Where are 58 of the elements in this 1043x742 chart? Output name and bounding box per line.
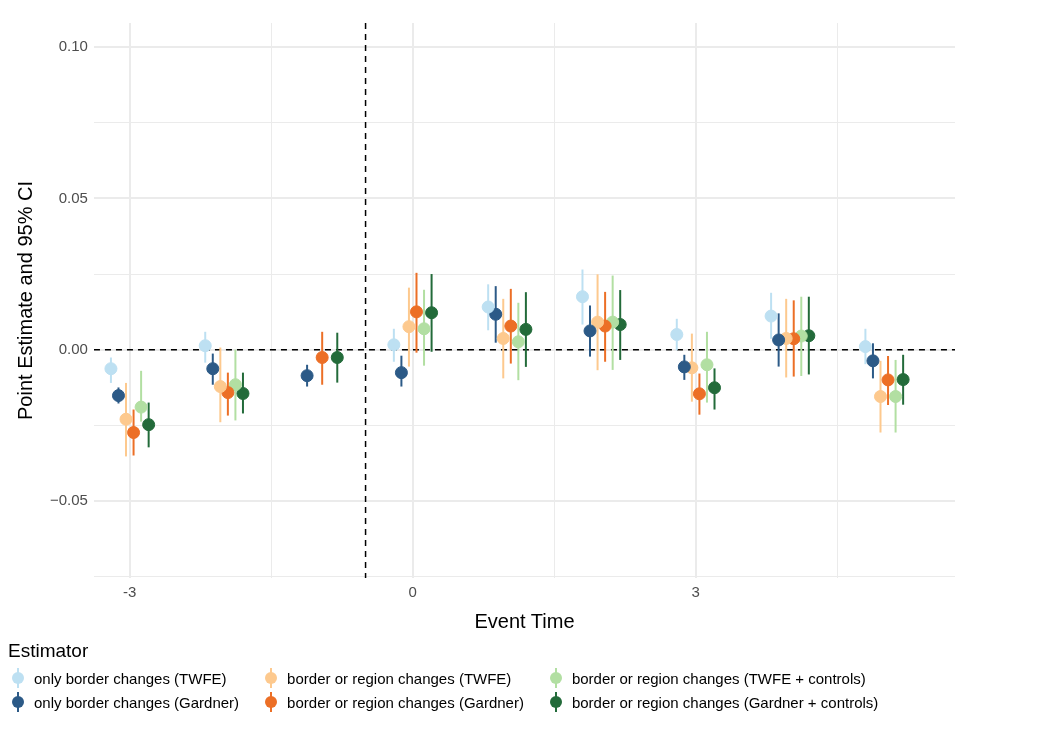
- point: [425, 306, 439, 320]
- point: [764, 309, 778, 323]
- x-tick-label: 0: [408, 583, 417, 601]
- point: [206, 362, 220, 376]
- y-tick-label: −0.05: [49, 491, 88, 509]
- point: [692, 387, 706, 401]
- point: [481, 300, 495, 314]
- point: [300, 369, 314, 383]
- legend-label: only border changes (TWFE): [34, 669, 227, 687]
- point: [134, 400, 148, 414]
- point: [104, 362, 118, 376]
- x-tick-label: -3: [123, 583, 137, 601]
- point: [409, 305, 423, 319]
- legend-label: border or region changes (Gardner): [287, 693, 524, 711]
- point: [330, 351, 344, 365]
- x-axis-title: Event Time: [474, 609, 575, 632]
- point: [708, 381, 722, 395]
- legend-label: border or region changes (Gardner + controls): [571, 693, 879, 711]
- x-tick-label: 3: [691, 583, 700, 601]
- point: [583, 324, 597, 338]
- point: [496, 331, 510, 345]
- y-axis-title: Point Estimate and 95% CI: [13, 180, 36, 421]
- point: [111, 389, 125, 403]
- point: [591, 315, 605, 329]
- point: [394, 366, 408, 380]
- point: [575, 290, 589, 304]
- y-tick-label: 0.10: [58, 37, 88, 55]
- legend-title: Estimator: [8, 640, 90, 662]
- point: [142, 418, 156, 432]
- point: [236, 387, 250, 400]
- point: [896, 373, 910, 387]
- point: [127, 426, 141, 440]
- point: [874, 390, 887, 404]
- point: [670, 328, 684, 342]
- point: [511, 335, 525, 349]
- point: [228, 378, 242, 392]
- legend-label: border or region changes (TWFE): [287, 669, 512, 687]
- point: [772, 333, 786, 347]
- point: [519, 322, 533, 336]
- point: [881, 373, 895, 387]
- point: [489, 307, 503, 321]
- point: [315, 351, 329, 365]
- legend-label: border or region changes (TWFE + controls): [571, 669, 866, 687]
- y-tick-label: 0.00: [58, 339, 88, 357]
- point: [889, 390, 903, 404]
- point: [858, 340, 872, 354]
- point: [677, 360, 691, 374]
- point: [504, 319, 518, 333]
- point: [198, 339, 212, 353]
- point: [866, 354, 880, 368]
- legend-label: only border changes (Gardner): [34, 693, 240, 711]
- point: [387, 338, 401, 352]
- point: [417, 322, 431, 336]
- y-tick-label: 0.05: [58, 188, 88, 206]
- point: [213, 380, 227, 394]
- point: [119, 412, 133, 426]
- point: [700, 358, 714, 372]
- point: [402, 320, 416, 334]
